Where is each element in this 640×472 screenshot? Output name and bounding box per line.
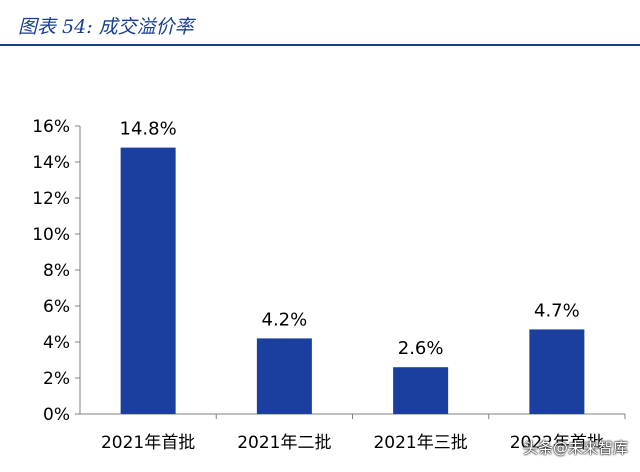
y-tick-label: 14% (32, 153, 70, 173)
category-label-2: 2021年二批 (237, 433, 331, 453)
category-label-3: 2021年三批 (373, 433, 467, 453)
category-label-4: 2022年首批 (510, 433, 604, 453)
y-tick-label: 8% (43, 261, 70, 281)
category-label-1: 2021年首批 (101, 433, 195, 453)
figure-title: 图表 54: 成交溢价率 (18, 16, 194, 38)
data-label-2: 4.2% (262, 309, 308, 330)
y-tick-label: 0% (43, 405, 70, 425)
y-tick-label: 4% (43, 333, 70, 353)
y-tick-label: 2% (43, 369, 70, 389)
data-label-4: 4.7% (534, 300, 580, 321)
bar-1 (120, 147, 176, 414)
data-label-3: 2.6% (398, 338, 444, 359)
y-tick-label: 12% (32, 189, 70, 209)
y-tick-label: 10% (32, 225, 70, 245)
figure-header: 图表 54: 成交溢价率 (0, 0, 640, 46)
watermark: 头条@未来智库 (522, 439, 628, 457)
data-label-1: 14.8% (120, 119, 177, 140)
bar-4 (529, 329, 585, 414)
y-tick-label: 16% (32, 117, 70, 137)
y-tick-label: 6% (43, 297, 70, 317)
bar-2 (256, 338, 312, 414)
y-axis: 0% 2% 4% 6% 8% 10% 12% 14% 16% (32, 117, 81, 425)
bar-3 (393, 367, 449, 414)
data-labels: 14.8% 4.2% 2.6% 4.7% (120, 119, 580, 360)
bars (120, 147, 585, 414)
